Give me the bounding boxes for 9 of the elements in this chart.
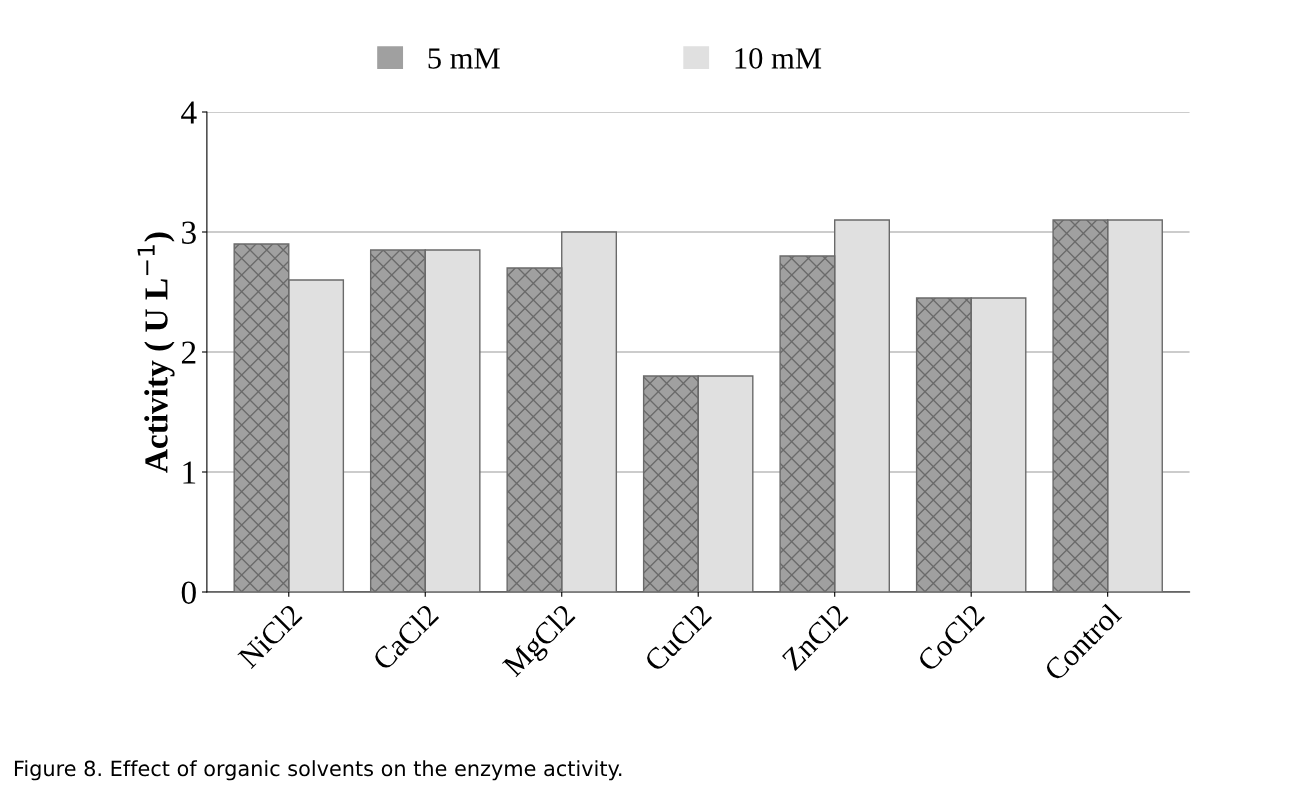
y-tick-label: 3	[182, 221, 196, 244]
y-axis-title: Activity ( U L$^{−1}$)	[137, 232, 175, 473]
legend-label: 5 mM	[428, 48, 500, 69]
y-tick-label: 1	[183, 461, 196, 484]
caption: Figure 8. Effect of organic solvents on the enzyme activity.	[14, 760, 622, 781]
y-tick-label: 4	[181, 101, 197, 124]
legend-label: 10 mM	[735, 48, 822, 69]
y-tick-label: 2	[181, 341, 196, 364]
y-tick-label: 0	[181, 581, 196, 604]
